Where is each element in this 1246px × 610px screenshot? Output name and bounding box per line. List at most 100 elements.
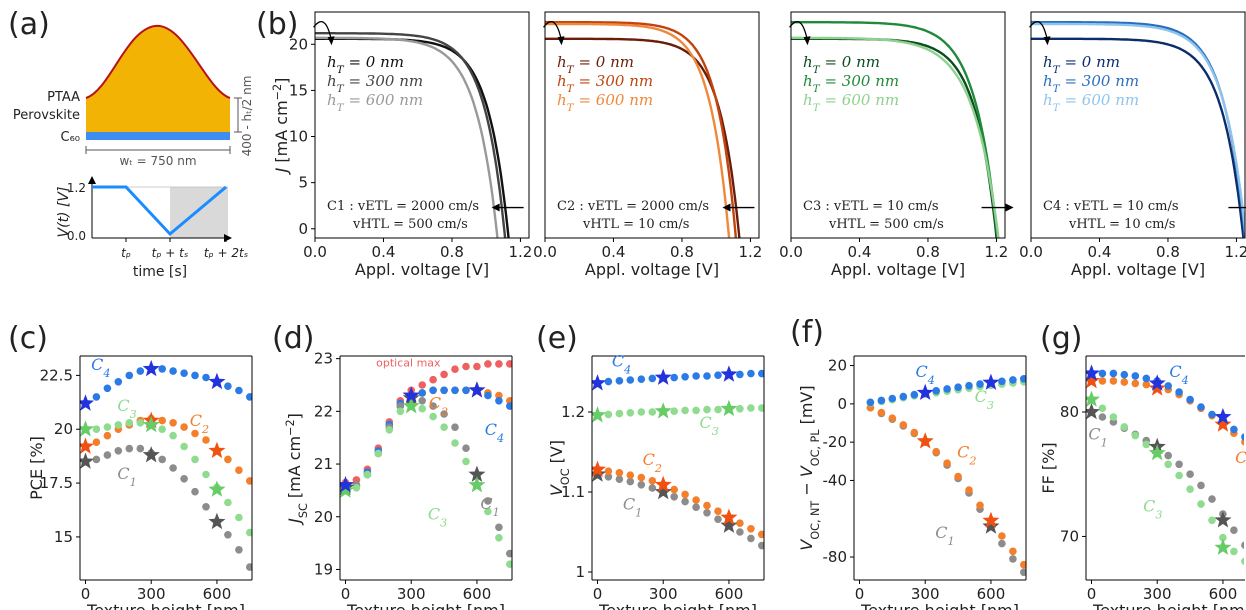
star-marker [720,365,738,382]
curve-label: C2 [643,450,662,475]
data-point [158,425,166,434]
layer-label-perovskite: Perovskite [13,108,80,123]
y-tick-label: -20 [823,433,848,451]
y-tick-label: 1.2 [561,403,585,421]
data-point [1208,516,1216,525]
data-point [495,391,503,400]
data-point [1120,423,1129,431]
y-tick-label: 0 [837,395,847,413]
data-point [429,386,437,395]
width-label: wₜ = 750 nm [119,154,196,168]
data-point [1020,560,1026,569]
data-point [418,397,427,405]
x-tick-label: 0.4 [1088,243,1112,261]
star-marker [142,359,160,377]
star-marker [402,386,420,403]
data-point [637,481,646,489]
data-point [758,369,764,378]
data-point [1009,547,1017,556]
star-marker [592,460,606,477]
y-tick-label: 10 [289,128,308,146]
data-point [1230,425,1238,434]
y-axis-label: J [mA cm−2] [271,78,292,176]
x-tick-label: 0.8 [670,243,694,261]
data-point [1098,377,1107,385]
data-point [932,447,940,456]
data-point [352,476,361,484]
data-point [169,419,177,427]
curve-label: C1 [1088,424,1107,449]
x-tick-label: 600 [977,585,1006,603]
star-marker [654,402,672,419]
scatter-marks [1086,364,1244,565]
data-point [92,438,101,447]
data-point [758,541,764,550]
data-point [1131,379,1140,388]
curve-label: C3 [1143,497,1162,522]
condition-annotation: vHTL = 500 cm/s [352,217,468,232]
star-marker [654,483,672,500]
data-point [462,386,470,395]
data-point [648,374,657,383]
scatter-marks [340,360,512,568]
data-point [495,360,503,368]
data-point [747,525,755,533]
condition-annotation: vHTL = 500 cm/s [828,217,944,232]
data-point [235,546,243,554]
x-axis-label: Appl. voltage [V] [355,260,489,279]
scatter-marks [80,359,252,571]
data-point [92,425,101,434]
data-point [440,370,448,379]
x-tick-label: 1.2 [739,243,763,261]
data-point [484,507,492,516]
data-point [191,371,199,380]
data-point [703,405,711,414]
star-marker [340,476,354,493]
plot-frame [1030,11,1246,239]
x-tick-label: 0.8 [916,243,940,261]
data-point [1164,382,1172,390]
data-point [1098,404,1107,413]
sweep-arrow-head [557,36,565,46]
data-point [626,376,635,384]
x-tick-label: 1.2 [509,243,533,261]
curve-label: optical max [376,357,441,370]
star-marker [80,437,94,454]
data-point [714,515,722,523]
data-point [681,490,689,499]
data-point [224,382,232,391]
data-point [692,496,700,504]
legend-entry: hT = 0 nm [327,53,404,76]
data-point [1186,395,1194,404]
data-point [615,377,624,385]
x-tick-label: 0.4 [848,243,872,261]
jv-curve [791,20,999,238]
data-point [202,373,210,382]
x-tick-label: 0.0 [303,243,327,261]
data-point [736,528,744,536]
y-tick-label: 15 [54,528,73,546]
data-point [747,404,755,412]
legend-entry: hT = 300 nm [1043,72,1139,95]
data-point [180,423,188,431]
data-point [451,423,459,432]
data-point [1120,370,1129,379]
star-marker [592,406,606,423]
data-point [103,431,112,440]
x-axis-label: Texture height [nm] [1092,601,1246,610]
scatter-marks [592,365,764,550]
y-tick-label: 15 [289,81,308,99]
x-tick-label: 0 [855,585,865,603]
data-point [158,455,166,464]
legend-entry: hT = 300 nm [803,72,899,95]
y-tick-label: 1 [575,563,585,581]
curve-label: C1 [623,495,642,519]
star-marker [80,420,94,437]
data-point [396,407,405,416]
data-point [429,375,437,384]
star-marker [1214,415,1232,432]
data-point [374,449,383,458]
data-point [506,360,512,368]
curve-label: C4 [916,362,935,387]
data-point [484,391,492,400]
